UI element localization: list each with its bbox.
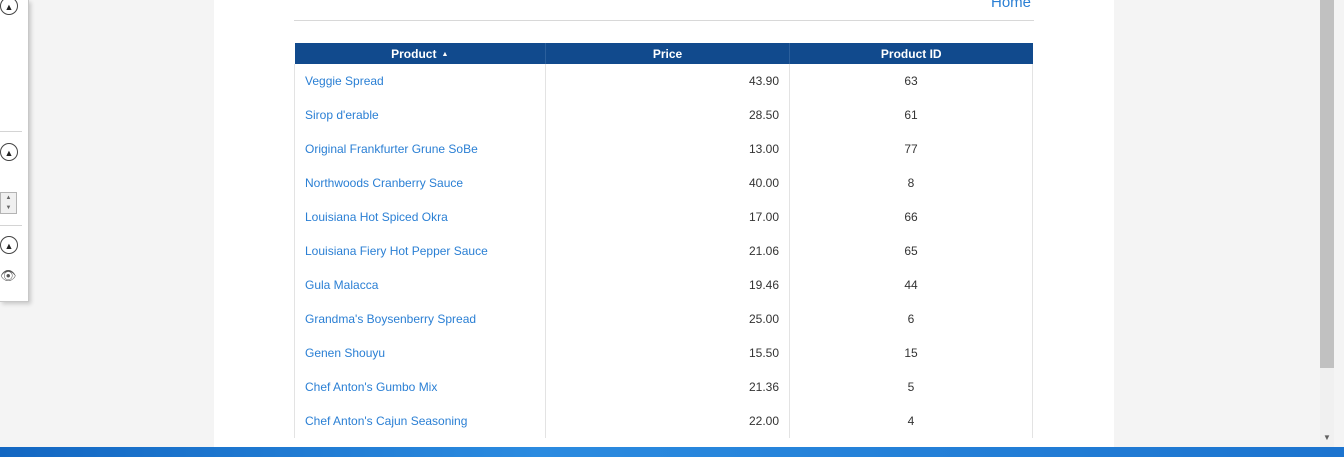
product-link[interactable]: Northwoods Cranberry Sauce bbox=[305, 176, 464, 190]
product-cell: Grandma's Boysenberry Spread bbox=[294, 302, 546, 336]
collapse-up-icon[interactable]: ▲ bbox=[0, 236, 18, 254]
table-row[interactable]: Northwoods Cranberry Sauce 40.00 8 bbox=[294, 166, 1033, 200]
column-header-price[interactable]: Price bbox=[545, 43, 790, 64]
table-row[interactable]: Grandma's Boysenberry Spread 25.00 6 bbox=[294, 302, 1033, 336]
table-row[interactable]: Genen Shouyu 15.50 15 bbox=[294, 336, 1033, 370]
product-cell: Northwoods Cranberry Sauce bbox=[294, 166, 546, 200]
sort-ascending-icon: ▲ bbox=[441, 50, 449, 58]
price-cell: 15.50 bbox=[545, 336, 790, 370]
product-id-cell: 61 bbox=[789, 98, 1033, 132]
table-row[interactable]: Veggie Spread 43.90 63 bbox=[294, 64, 1033, 98]
product-cell: Sirop d'erable bbox=[294, 98, 546, 132]
product-cell: Genen Shouyu bbox=[294, 336, 546, 370]
product-link[interactable]: Grandma's Boysenberry Spread bbox=[305, 312, 477, 326]
column-header-product-id[interactable]: Product ID bbox=[789, 43, 1033, 64]
product-cell: Louisiana Fiery Hot Pepper Sauce bbox=[294, 234, 546, 268]
product-id-cell: 4 bbox=[789, 404, 1033, 438]
page-content: Home Product ▲ Price Product ID Veggie Sp… bbox=[214, 0, 1114, 447]
price-cell: 25.00 bbox=[545, 302, 790, 336]
price-cell: 43.90 bbox=[545, 64, 790, 98]
product-id-cell: 6 bbox=[789, 302, 1033, 336]
product-cell: Gula Malacca bbox=[294, 268, 546, 302]
window-edge bbox=[1334, 0, 1344, 447]
scrollbar-thumb[interactable] bbox=[1320, 0, 1334, 368]
product-link[interactable]: Original Frankfurter Grune SoBe bbox=[305, 142, 478, 156]
panel-divider bbox=[0, 225, 22, 226]
table-row[interactable]: Chef Anton's Gumbo Mix 21.36 5 bbox=[294, 370, 1033, 404]
product-link[interactable]: Veggie Spread bbox=[305, 74, 384, 88]
price-cell: 22.00 bbox=[545, 404, 790, 438]
price-cell: 13.00 bbox=[545, 132, 790, 166]
price-cell: 28.50 bbox=[545, 98, 790, 132]
product-link[interactable]: Louisiana Hot Spiced Okra bbox=[305, 210, 448, 224]
product-cell: Chef Anton's Cajun Seasoning bbox=[294, 404, 546, 438]
spinner-arrows-icon[interactable]: ▲ ▼ bbox=[0, 192, 17, 214]
collapse-up-icon[interactable]: ▲ bbox=[0, 143, 18, 161]
side-flyout-panel: ▲ ▲ ▲ ▼ ▲ 👁 bbox=[0, 0, 29, 302]
table-row[interactable]: Louisiana Fiery Hot Pepper Sauce 21.06 65 bbox=[294, 234, 1033, 268]
table-row[interactable]: Chef Anton's Cajun Seasoning 22.00 4 bbox=[294, 404, 1033, 438]
desktop-background bbox=[0, 447, 1344, 457]
product-id-cell: 8 bbox=[789, 166, 1033, 200]
product-cell: Chef Anton's Gumbo Mix bbox=[294, 370, 546, 404]
product-link[interactable]: Chef Anton's Cajun Seasoning bbox=[305, 414, 468, 428]
product-link[interactable]: Louisiana Fiery Hot Pepper Sauce bbox=[305, 244, 488, 258]
product-id-cell: 77 bbox=[789, 132, 1033, 166]
table-row[interactable]: Louisiana Hot Spiced Okra 17.00 66 bbox=[294, 200, 1033, 234]
scroll-down-arrow-icon[interactable]: ▼ bbox=[1323, 433, 1331, 442]
product-link[interactable]: Sirop d'erable bbox=[305, 108, 379, 122]
panel-divider bbox=[0, 131, 22, 132]
price-cell: 17.00 bbox=[545, 200, 790, 234]
price-cell: 21.36 bbox=[545, 370, 790, 404]
product-link[interactable]: Chef Anton's Gumbo Mix bbox=[305, 380, 438, 394]
product-id-cell: 5 bbox=[789, 370, 1033, 404]
price-cell: 21.06 bbox=[545, 234, 790, 268]
product-id-cell: 15 bbox=[789, 336, 1033, 370]
product-cell: Louisiana Hot Spiced Okra bbox=[294, 200, 546, 234]
product-id-cell: 65 bbox=[789, 234, 1033, 268]
product-link[interactable]: Genen Shouyu bbox=[305, 346, 386, 360]
price-cell: 19.46 bbox=[545, 268, 790, 302]
home-link[interactable]: Home bbox=[990, 0, 1031, 11]
product-id-cell: 44 bbox=[789, 268, 1033, 302]
price-cell: 40.00 bbox=[545, 166, 790, 200]
browser-viewport: Home Product ▲ Price Product ID Veggie Sp… bbox=[0, 0, 1344, 447]
grid-header-row: Product ▲ Price Product ID bbox=[294, 43, 1033, 64]
eye-icon[interactable]: 👁 bbox=[0, 268, 17, 283]
header-divider bbox=[294, 20, 1034, 21]
table-row[interactable]: Sirop d'erable 28.50 61 bbox=[294, 98, 1033, 132]
table-row[interactable]: Gula Malacca 19.46 44 bbox=[294, 268, 1033, 302]
product-id-cell: 66 bbox=[789, 200, 1033, 234]
product-id-cell: 63 bbox=[789, 64, 1033, 98]
collapse-up-icon[interactable]: ▲ bbox=[0, 0, 18, 15]
product-cell: Original Frankfurter Grune SoBe bbox=[294, 132, 546, 166]
vertical-scrollbar[interactable]: ▼ bbox=[1320, 0, 1334, 447]
product-cell: Veggie Spread bbox=[294, 64, 546, 98]
products-grid: Product ▲ Price Product ID Veggie Spread 4… bbox=[294, 43, 1033, 438]
product-link[interactable]: Gula Malacca bbox=[305, 278, 379, 292]
table-row[interactable]: Original Frankfurter Grune SoBe 13.00 77 bbox=[294, 132, 1033, 166]
column-header-product[interactable]: Product ▲ bbox=[294, 43, 546, 64]
